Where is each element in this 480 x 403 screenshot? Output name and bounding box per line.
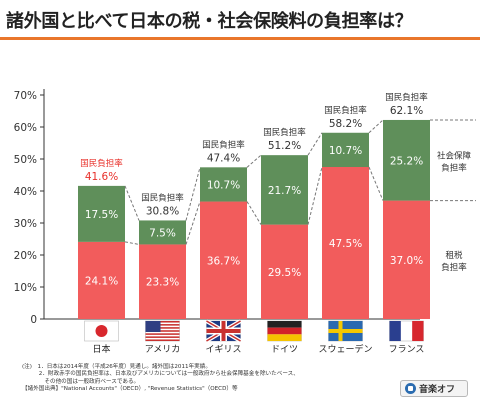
bar-social-segment — [383, 119, 430, 201]
tax-connector-line — [124, 241, 140, 245]
y-tick-label: 30% — [14, 218, 37, 230]
total-value-label: 51.2% — [268, 140, 301, 152]
social-value-label: 7.5% — [149, 227, 176, 239]
total-connector-line — [185, 167, 201, 221]
category-label: スウェーデン — [318, 343, 372, 355]
france-flag-icon — [389, 320, 424, 342]
title-bar: 諸外国と比べて日本の税・社会保険料の負担率は？ — [0, 0, 480, 40]
bar-tax-segment — [322, 167, 369, 319]
social-value-label: 21.7% — [268, 185, 301, 197]
tax-connector-line — [368, 166, 384, 201]
category-label: フランス — [389, 344, 425, 355]
footnotes: (注) 1．日本は2014年度（平成26年度）見通し。諸外国は2011年実績。 … — [22, 364, 462, 394]
legend-social-label: 負担率 — [441, 162, 467, 173]
total-caption: 国民負担率 — [80, 158, 123, 169]
footnote-line: (注) 1．日本は2014年度（平成26年度）見通し。諸外国は2011年実績。 — [22, 364, 211, 370]
stacked-bar-chart: 0 10% 20% 30% 40% 50% 60% 70% 24.1% 17.5% 国民負担率 41.… — [14, 89, 476, 355]
y-tick-label: 10% — [14, 282, 37, 294]
total-caption: 国民負担率 — [263, 127, 306, 138]
social-value-label: 25.2% — [390, 155, 423, 167]
tax-value-label: 24.1% — [85, 275, 118, 287]
bar-tax-segment — [78, 241, 125, 319]
bar-social-segment — [200, 167, 247, 202]
tax-connector-line — [307, 166, 323, 225]
y-tick-label: 60% — [14, 122, 37, 134]
total-connector-line — [246, 154, 262, 168]
footnote-line: 【諸外国出典】"National Accounts"（OECD）, "Reven… — [22, 386, 238, 393]
y-tick-label: 0 — [30, 314, 37, 326]
total-connector-line — [124, 185, 140, 221]
footnote-line: 2．財政赤字の国民負担率は、日本及びアメリカについては一般政府から社会保障基金を… — [22, 371, 299, 378]
total-value-label: 58.2% — [329, 118, 362, 130]
total-connector-line — [368, 119, 384, 134]
tax-connector-line — [185, 201, 201, 245]
sound-off-button[interactable]: 音楽オフ — [400, 380, 468, 397]
bar-tax-segment — [139, 244, 186, 319]
tax-value-label: 37.0% — [390, 255, 423, 267]
total-caption: 国民負担率 — [324, 105, 367, 116]
total-value-label: 62.1% — [390, 105, 423, 117]
legend-tax-label: 負担率 — [441, 262, 467, 273]
sweden-flag-icon — [328, 320, 363, 342]
total-caption: 国民負担率 — [141, 192, 184, 203]
total-value-label: 47.4% — [207, 152, 240, 164]
tax-value-label: 29.5% — [268, 267, 301, 279]
total-value-label: 30.8% — [146, 205, 179, 217]
japan-flag-icon — [84, 320, 119, 342]
tax-value-label: 47.5% — [329, 238, 362, 250]
tax-value-label: 23.3% — [146, 277, 179, 289]
bar-tax-segment — [261, 224, 308, 319]
uk-flag-icon — [205, 319, 242, 343]
bar-social-segment — [78, 185, 125, 242]
page-title: 諸外国と比べて日本の税・社会保険料の負担率は？ — [6, 11, 413, 32]
speaker-icon — [405, 383, 416, 394]
usa-flag-icon — [145, 320, 180, 342]
y-tick-label: 70% — [14, 90, 37, 102]
bar-tax-segment — [383, 200, 430, 319]
bar-social-segment — [261, 155, 308, 225]
category-label: ドイツ — [271, 345, 298, 355]
category-label: イギリス — [205, 344, 241, 355]
y-tick-label: 40% — [14, 186, 37, 198]
category-label: 日本 — [92, 343, 110, 355]
y-tick-label: 20% — [14, 250, 37, 262]
social-value-label: 17.5% — [85, 209, 118, 221]
y-tick-label: 50% — [14, 154, 37, 166]
sound-off-label: 音楽オフ — [419, 385, 456, 395]
tax-value-label: 36.7% — [207, 255, 240, 267]
total-value-label: 41.6% — [85, 171, 118, 183]
bar-social-segment — [322, 132, 369, 167]
social-value-label: 10.7% — [207, 179, 240, 191]
footnote-line: その他の国は一般政府ベースである。 — [22, 378, 140, 385]
category-label: アメリカ — [145, 344, 181, 355]
total-caption: 国民負担率 — [202, 139, 245, 150]
bar-social-segment — [139, 220, 186, 245]
germany-flag-icon — [267, 320, 302, 342]
tax-connector-line — [246, 201, 262, 225]
legend-tax-label: 租税 — [445, 250, 463, 261]
bar-tax-segment — [200, 201, 247, 319]
legend-social-label: 社会保障 — [437, 150, 472, 161]
total-connector-line — [307, 132, 323, 156]
social-value-label: 10.7% — [329, 145, 362, 157]
total-caption: 国民負担率 — [385, 92, 428, 103]
